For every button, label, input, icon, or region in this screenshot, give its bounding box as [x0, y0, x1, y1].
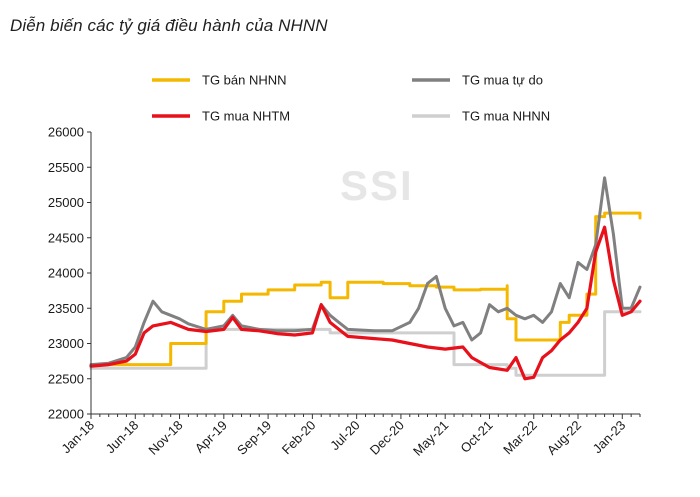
x-tick-label: Apr-19	[192, 418, 230, 456]
x-tick-label: Sep-19	[234, 418, 274, 458]
x-tick-label: Feb-20	[279, 418, 319, 458]
legend-label: TG mua tự do	[462, 73, 543, 88]
x-tick-label: Jan-23	[590, 418, 629, 457]
x-tick-label: May-21	[410, 418, 451, 459]
x-tick-label: Nov-18	[145, 418, 185, 458]
y-tick-label: 22500	[48, 371, 84, 386]
x-tick-label: Jul-20	[327, 418, 363, 454]
series-line-1	[89, 176, 642, 367]
y-tick-label: 23000	[48, 336, 84, 351]
series-layer	[89, 176, 642, 381]
x-tick-label: Aug-22	[544, 418, 584, 458]
x-tick-label: Oct-21	[457, 418, 495, 456]
x-tick-label: Dec-20	[367, 418, 407, 458]
chart-legend: TG bán NHNN TG mua tự do TG mua NHTM TG mua…	[152, 73, 550, 124]
page-title: Diễn biến các tỷ giá điều hành của NHNN	[10, 16, 328, 35]
legend-label: TG bán NHNN	[202, 73, 287, 88]
y-tick-label: 25500	[48, 160, 84, 175]
x-tick-label: Jun-18	[103, 418, 142, 457]
y-tick-label: 24500	[48, 230, 84, 245]
y-tick-label: 26000	[48, 125, 84, 140]
legend-label: TG mua NHTM	[202, 109, 290, 124]
x-tick-label: Mar-22	[500, 418, 540, 458]
series-line-2	[89, 225, 642, 381]
watermark: SSI	[340, 162, 414, 209]
y-tick-label: 25000	[48, 195, 84, 210]
legend-label: TG mua NHNN	[462, 109, 550, 124]
x-tick-label: Jan-18	[58, 418, 97, 457]
series-line-0	[89, 211, 642, 367]
y-tick-label: 24000	[48, 266, 84, 281]
y-tick-label: 22000	[48, 407, 84, 422]
y-tick-label: 23500	[48, 301, 84, 316]
